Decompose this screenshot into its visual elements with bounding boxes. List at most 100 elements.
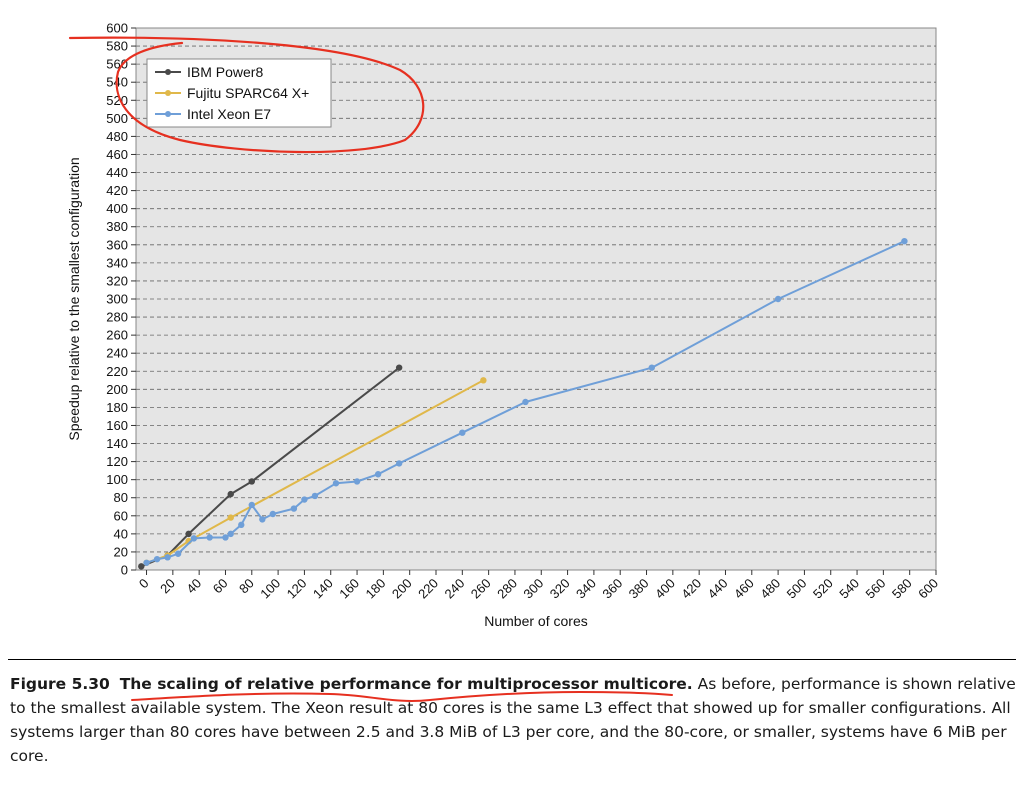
x-tick-label: 600 [915, 576, 941, 602]
data-point [238, 521, 245, 529]
x-tick-label: 20 [157, 576, 178, 597]
x-tick-label: 180 [363, 576, 389, 602]
x-tick-label: 80 [236, 576, 257, 597]
x-tick-label: 420 [678, 576, 704, 602]
x-tick-label: 500 [784, 576, 810, 602]
data-point [164, 554, 171, 561]
red-circle-annotation [68, 36, 425, 154]
y-tick-label: 60 [114, 508, 128, 523]
data-point [290, 505, 298, 512]
x-tick-label: 240 [441, 576, 467, 602]
legend-swatch-marker [165, 90, 171, 96]
y-tick-label: 400 [106, 201, 128, 216]
y-tick-label: 120 [106, 454, 128, 469]
data-point [648, 364, 655, 371]
y-axis-label: Speedup relative to the smallest configu… [66, 157, 82, 440]
data-point [206, 534, 213, 541]
y-tick-label: 600 [106, 21, 128, 36]
y-tick-label: 240 [106, 346, 128, 361]
x-tick-label: 440 [705, 576, 731, 602]
data-point [248, 478, 255, 485]
data-point [901, 237, 908, 245]
data-point [395, 460, 403, 467]
data-point [227, 514, 234, 521]
x-tick-label: 580 [889, 576, 915, 602]
figure-caption: Figure 5.30 The scaling of relative perf… [10, 672, 1016, 768]
legend-label: Intel Xeon E7 [187, 106, 271, 122]
data-point [227, 490, 234, 498]
x-tick-label: 460 [731, 576, 757, 602]
figure-label: Figure 5.30 [10, 675, 110, 693]
data-point [153, 555, 161, 563]
data-point [222, 534, 229, 541]
x-tick-label: 360 [599, 576, 625, 602]
y-tick-label: 200 [106, 382, 128, 397]
x-tick-label: 200 [389, 576, 415, 602]
y-tick-label: 420 [106, 183, 128, 198]
data-point [301, 496, 308, 503]
legend-swatch-marker [165, 69, 171, 75]
data-point [353, 478, 361, 485]
y-tick-label: 80 [114, 490, 128, 505]
data-point [522, 398, 529, 406]
data-point [185, 530, 192, 538]
caption-divider [8, 659, 1016, 660]
x-tick-label: 300 [520, 576, 546, 602]
y-tick-label: 380 [106, 219, 128, 234]
data-point [332, 480, 340, 487]
x-tick-label: 260 [468, 576, 494, 602]
y-tick-label: 340 [106, 255, 128, 270]
x-tick-label: 380 [626, 576, 652, 602]
data-point [774, 295, 782, 303]
y-tick-label: 220 [106, 364, 128, 379]
y-axis-ticks: 0 20 40 60 80 100 120 140 160 180 200 220 240 260 280 3… [106, 21, 136, 578]
series-2 [143, 237, 908, 566]
x-tick-label: 480 [757, 576, 783, 602]
y-tick-label: 360 [106, 237, 128, 252]
x-tick-label: 40 [183, 576, 204, 597]
y-tick-label: 560 [106, 57, 128, 72]
figure-title: The scaling of relative performance for … [119, 675, 693, 693]
figure-caption-body: As before, performance is shown relative… [10, 675, 1016, 765]
y-tick-label: 0 [121, 563, 128, 578]
legend-swatch-marker [165, 111, 171, 117]
y-tick-label: 580 [106, 39, 128, 54]
data-point [174, 550, 182, 557]
x-tick-label: 320 [547, 576, 573, 602]
x-tick-label: 60 [210, 576, 231, 597]
legend-label: Fujitu SPARC64 X+ [187, 85, 309, 101]
x-tick-label: 280 [494, 576, 520, 602]
y-tick-label: 500 [106, 111, 128, 126]
y-tick-label: 280 [106, 310, 128, 325]
data-point [459, 429, 466, 436]
data-point [374, 471, 382, 478]
legend: IBM Power8 Fujitu SPARC64 X+ Intel Xeon E7 [146, 58, 332, 128]
x-tick-label: 540 [836, 576, 862, 602]
y-tick-label: 260 [106, 328, 128, 343]
y-tick-label: 100 [106, 472, 128, 487]
data-point [480, 377, 487, 384]
y-tick-label: 460 [106, 147, 128, 162]
gridlines [136, 45, 936, 553]
y-tick-label: 440 [106, 165, 128, 180]
y-tick-label: 40 [114, 526, 128, 541]
data-point [259, 516, 266, 523]
series [138, 237, 908, 570]
data-point [395, 364, 403, 371]
y-tick-label: 140 [106, 436, 128, 451]
x-tick-label: 0 [136, 576, 152, 592]
x-tick-label: 340 [573, 576, 599, 602]
series-line [146, 240, 905, 564]
data-point [143, 559, 150, 566]
data-point [190, 535, 198, 542]
x-axis-ticks: 0 20 40 60 80 100 120 140 160 180 200 220 240 260 280 3… [136, 570, 941, 601]
y-tick-label: 480 [106, 129, 128, 144]
x-tick-label: 400 [652, 576, 678, 602]
y-tick-label: 160 [106, 418, 128, 433]
data-point [227, 530, 234, 538]
data-point [138, 563, 145, 570]
x-tick-label: 220 [415, 576, 441, 602]
x-tick-label: 140 [310, 576, 336, 602]
speedup-line-chart: 0204060801001201401601802002202402602803… [66, 21, 941, 630]
x-tick-label: 120 [284, 576, 310, 602]
